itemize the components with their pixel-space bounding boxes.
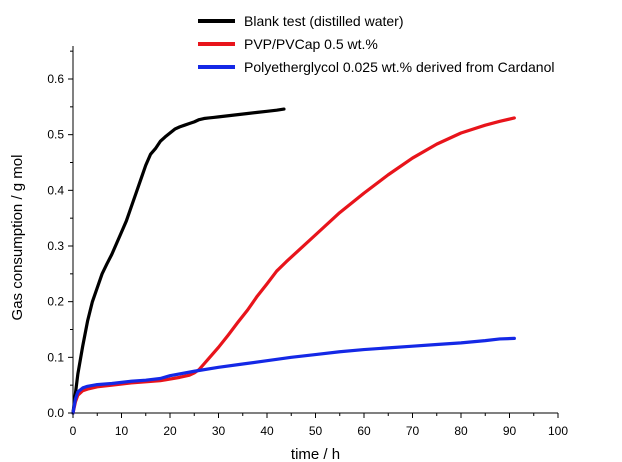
x-tick-label: 90 — [503, 424, 517, 438]
y-axis-title: Gas consumption / g mol — [9, 155, 26, 321]
series-layer — [71, 107, 516, 415]
plot-frame — [72, 46, 558, 414]
x-tick-label: 100 — [548, 424, 568, 438]
x-tick-label: 10 — [115, 424, 129, 438]
x-tick-label: 20 — [163, 424, 177, 438]
y-tick-label: 0.1 — [47, 350, 64, 364]
series-line-3 — [71, 336, 516, 415]
y-tick-label: 0.0 — [47, 406, 64, 420]
y-tick-label: 0.3 — [47, 239, 64, 253]
series-line-1 — [71, 107, 286, 415]
y-tick-label: 0.2 — [47, 295, 64, 309]
legend: Blank test (distilled water) PVP/PVCap 0.… — [198, 13, 555, 75]
x-tick-label: 70 — [406, 424, 420, 438]
x-tick-label: 80 — [454, 424, 468, 438]
x-axis-title: time / h — [291, 446, 340, 462]
legend-label-1: Blank test (distilled water) — [244, 13, 404, 29]
y-tick-label: 0.5 — [47, 128, 64, 142]
y-tick-label: 0.4 — [47, 183, 64, 197]
legend-label-3: Polyetherglycol 0.025 wt.% derived from … — [244, 59, 555, 75]
series-line-2 — [71, 116, 516, 415]
x-tick-label: 60 — [357, 424, 371, 438]
axis-layer: 0 10 20 30 40 50 60 70 80 90 100 0.0 0.1 0.2 0.3 0.4 0.5… — [47, 50, 568, 438]
x-tick-label: 50 — [309, 424, 323, 438]
x-tick-label: 0 — [70, 424, 77, 438]
x-tick-label: 40 — [260, 424, 274, 438]
y-tick-label: 0.6 — [47, 72, 64, 86]
x-tick-label: 30 — [212, 424, 226, 438]
legend-label-2: PVP/PVCap 0.5 wt.% — [244, 36, 378, 52]
